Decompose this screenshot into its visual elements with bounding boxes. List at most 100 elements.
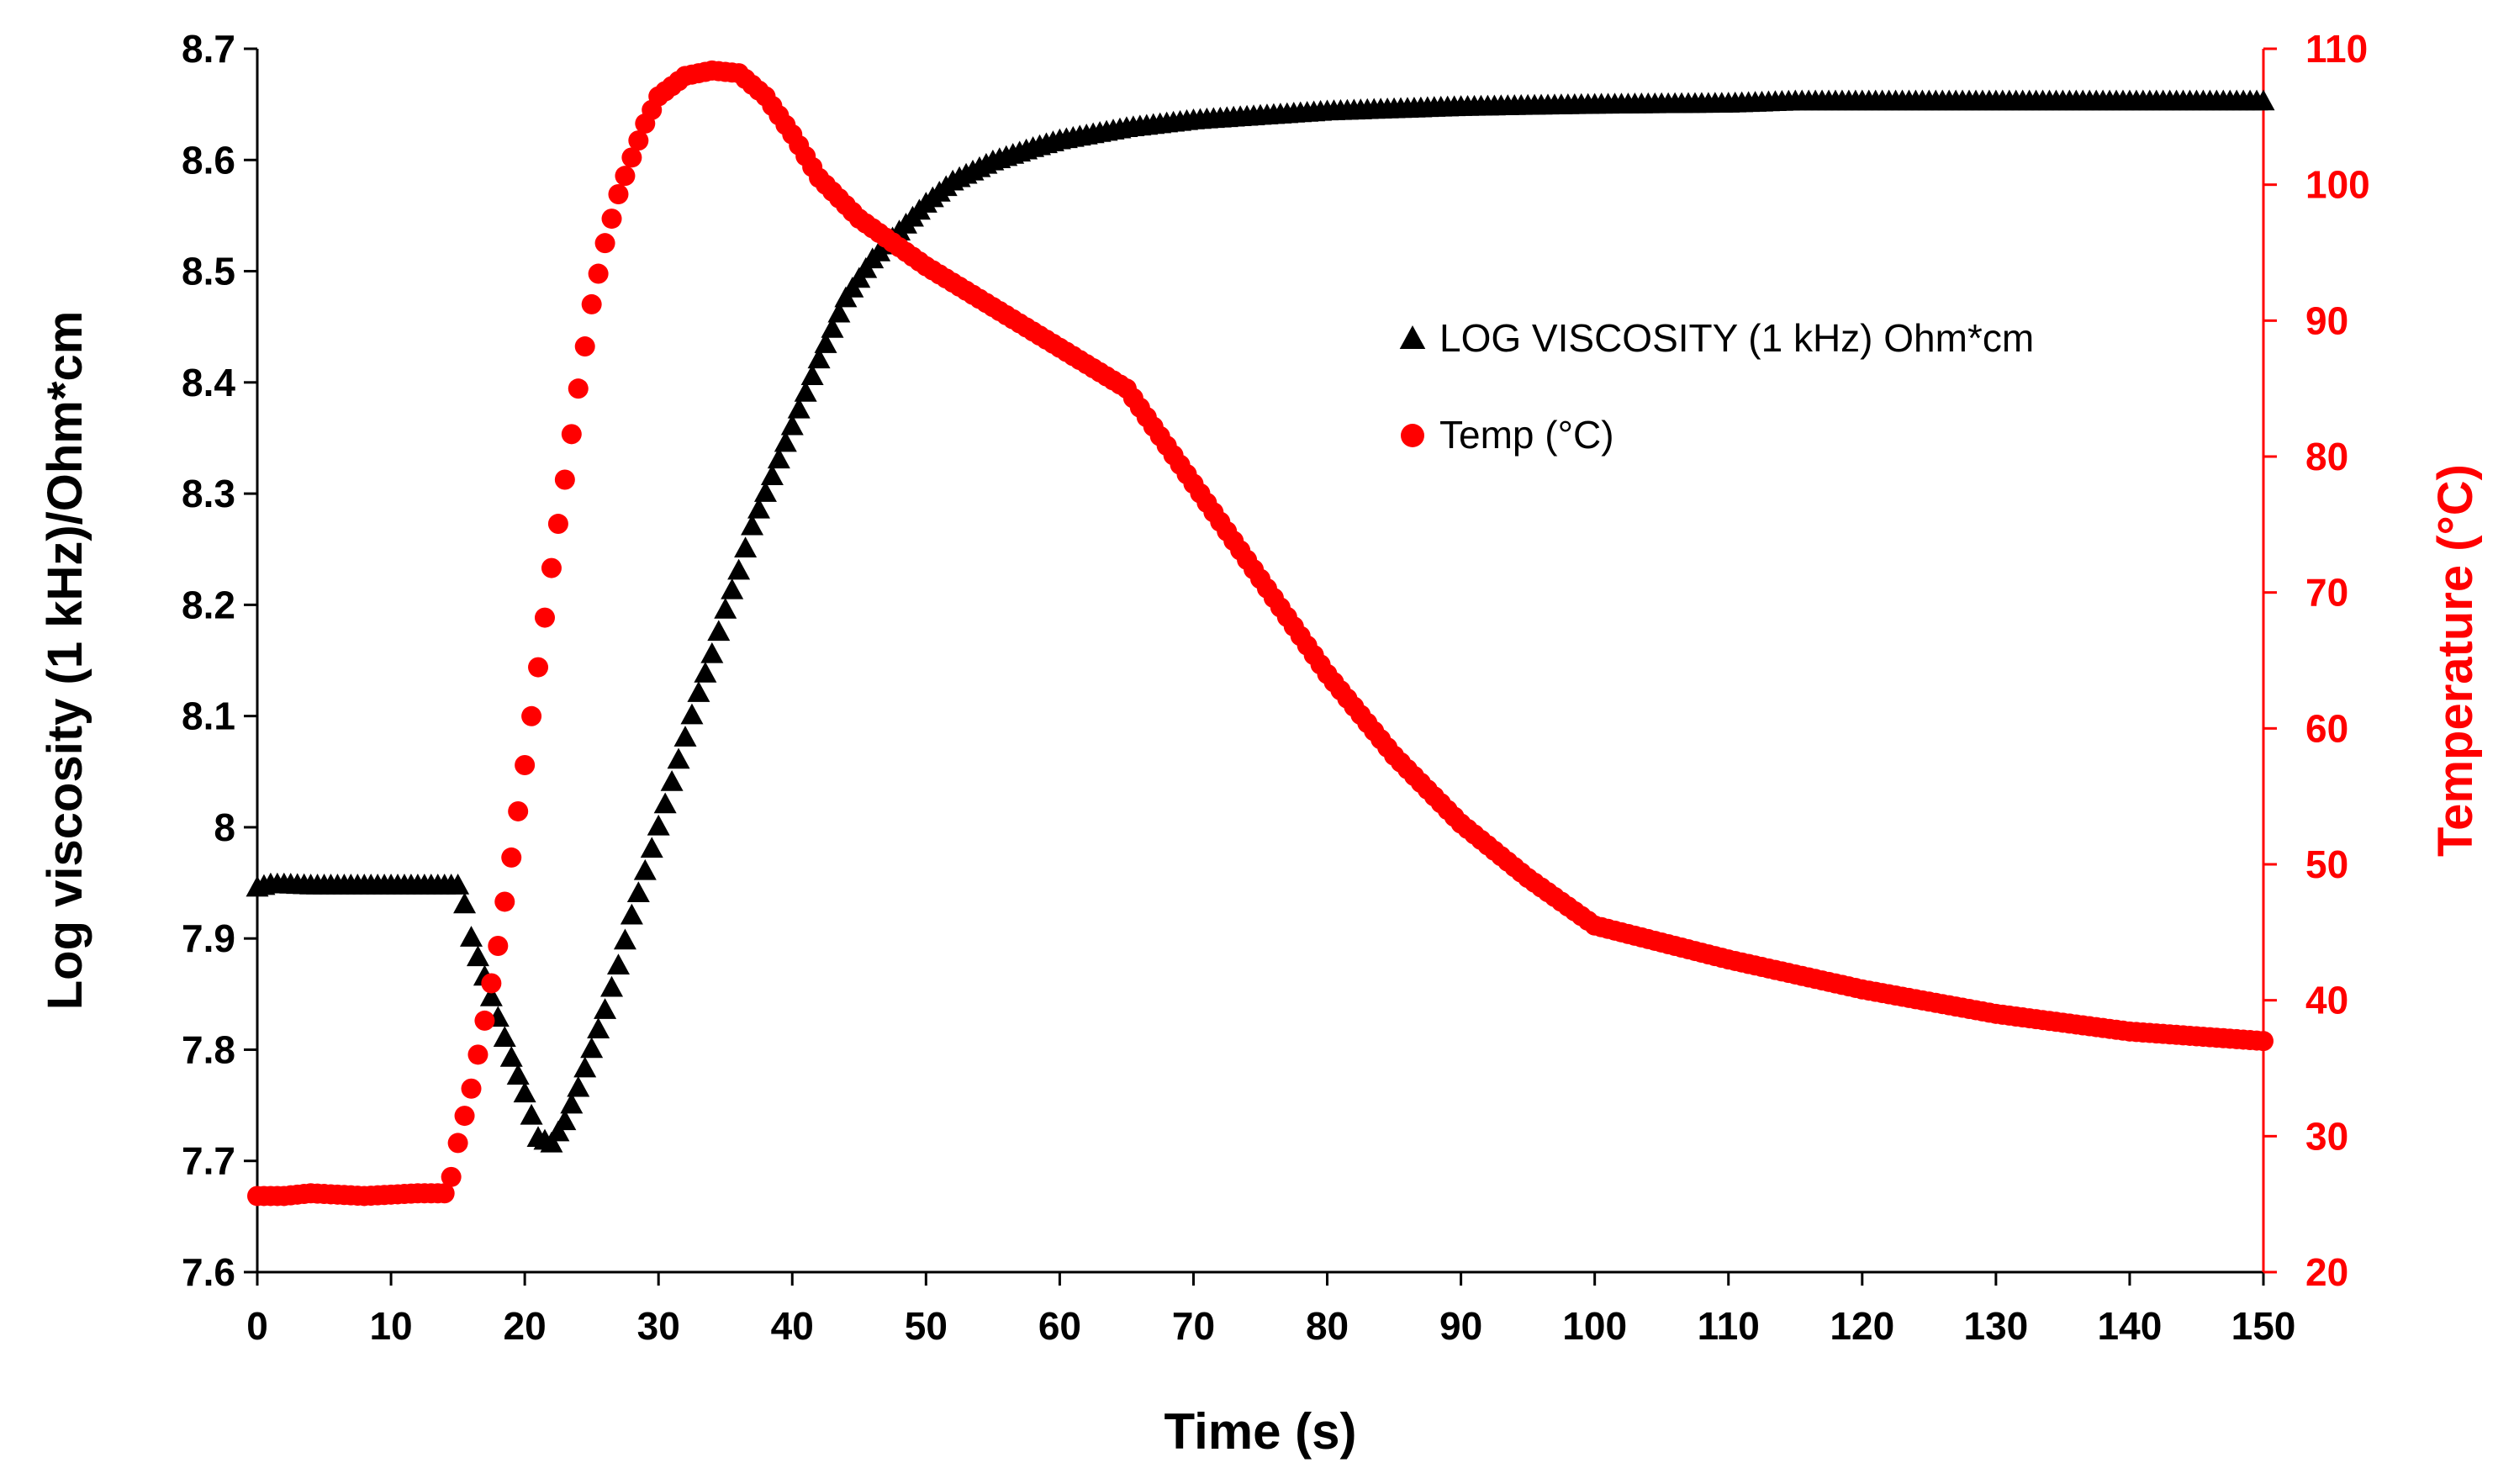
temperature-point (494, 891, 515, 912)
y-tick-label: 8.5 (182, 250, 235, 293)
viscosity-point (774, 430, 797, 452)
y-tick-label: 8.6 (182, 138, 235, 182)
x-tick-label: 100 (1562, 1304, 1627, 1348)
y2-axis-title: Temperature (°C) (2428, 464, 2483, 857)
viscosity-point (466, 945, 489, 967)
y2-tick-label: 110 (2305, 27, 2368, 71)
temperature-point (515, 754, 536, 775)
y-tick-label: 8.4 (182, 361, 235, 404)
viscosity-point (673, 726, 697, 747)
legend: LOG VISCOSITY (1 kHz) Ohm*cm Temp (°C) (1399, 316, 2034, 457)
x-tick-label: 50 (905, 1304, 948, 1348)
viscosity-point (567, 1075, 590, 1097)
x-tick-label: 60 (1038, 1304, 1081, 1348)
viscosity-point (640, 837, 663, 858)
viscosity-point (667, 747, 690, 769)
viscosity-point (553, 1109, 577, 1131)
temperature-point (588, 263, 609, 284)
viscosity-point (780, 414, 804, 436)
temperature-point (541, 557, 562, 578)
temperature-point (441, 1166, 462, 1187)
x-tick-label: 90 (1439, 1304, 1482, 1348)
y-tick-label: 7.8 (182, 1027, 235, 1071)
viscosity-point (827, 301, 851, 323)
viscosity-point (613, 928, 636, 950)
viscosity-point (707, 620, 731, 642)
x-tick-label: 10 (369, 1304, 412, 1348)
viscosity-point (694, 662, 717, 683)
viscosity-point (721, 578, 744, 599)
temperature-point (561, 424, 582, 445)
viscosity-point (787, 397, 811, 419)
x-tick-label: 80 (1306, 1304, 1349, 1348)
y2-tick-label: 60 (2305, 706, 2348, 750)
temperature-point (2253, 1031, 2274, 1052)
y-tick-label: 8.1 (182, 694, 235, 738)
viscosity-point (540, 1131, 563, 1153)
temperature-point (581, 293, 602, 314)
y-tick-label: 8 (214, 805, 235, 849)
temperature-point (521, 705, 542, 726)
y-tick-label: 8.7 (182, 27, 235, 71)
viscosity-point (700, 642, 724, 663)
legend-marker-temperature (1401, 424, 1424, 447)
x-tick-label: 30 (637, 1304, 680, 1348)
temperature-point (481, 973, 502, 994)
y-axis-title: Log viscosity (1 kHz)/Ohm*cm (38, 311, 92, 1011)
viscosity-point (734, 536, 758, 557)
temperature-point (467, 1044, 489, 1065)
viscosity-point (800, 364, 824, 385)
temperature-point (621, 147, 642, 168)
x-tick-label: 150 (2231, 1304, 2296, 1348)
x-tick-label: 0 (246, 1304, 268, 1348)
y-tick-label: 8.3 (182, 472, 235, 515)
y2-tick-label: 20 (2305, 1250, 2348, 1294)
y2-tick-label: 30 (2305, 1114, 2348, 1158)
viscosity-point (633, 858, 657, 880)
x-tick-label: 130 (1963, 1304, 2028, 1348)
viscosity-point (687, 681, 710, 702)
temperature-point (474, 1010, 495, 1031)
viscosity-point (647, 814, 670, 836)
temperature-point (454, 1106, 475, 1127)
temperature-point (528, 657, 549, 678)
y-tick-label: 7.7 (182, 1139, 235, 1183)
viscosity-point (714, 597, 737, 619)
viscosity-point (446, 874, 470, 895)
y2-tick-label: 100 (2305, 163, 2370, 207)
viscosity-point (660, 770, 684, 791)
viscosity-point (460, 926, 483, 947)
temperature-point (568, 378, 589, 399)
viscosity-point (821, 316, 844, 338)
viscosity-point (520, 1103, 543, 1125)
temperature-point (574, 336, 595, 357)
x-tick-label: 140 (2098, 1304, 2163, 1348)
viscosity-point (626, 881, 650, 903)
temperature-point (508, 800, 529, 821)
viscosity-point (620, 903, 643, 925)
viscosity-point (580, 1037, 604, 1059)
viscosity-point (573, 1056, 597, 1078)
y-tick-label: 7.6 (182, 1250, 235, 1294)
viscosity-point (606, 953, 630, 974)
y-tick-label: 8.2 (182, 583, 235, 626)
temperature-point (547, 514, 568, 535)
temperature-point (608, 183, 629, 204)
legend-label-temperature: Temp (°C) (1439, 413, 1614, 457)
x-tick-label: 70 (1172, 1304, 1215, 1348)
viscosity-point (727, 558, 751, 580)
viscosity-point (747, 497, 770, 519)
y2-tick-label: 50 (2305, 842, 2348, 886)
viscosity-point (753, 481, 777, 502)
viscosity-point (453, 892, 477, 914)
temperature-point (434, 1183, 455, 1204)
axes: 0 10 20 30 40 50 60 70 80 90 100 110 120 130 140 150 7.6… (182, 27, 2370, 1348)
y2-tick-label: 40 (2305, 979, 2348, 1022)
viscosity-point (814, 332, 837, 353)
y2-tick-label: 70 (2305, 571, 2348, 615)
temperature-point (615, 166, 636, 187)
temperature-point (601, 209, 622, 230)
y2-tick-label: 90 (2305, 298, 2348, 342)
viscosity-series (246, 89, 2275, 1153)
